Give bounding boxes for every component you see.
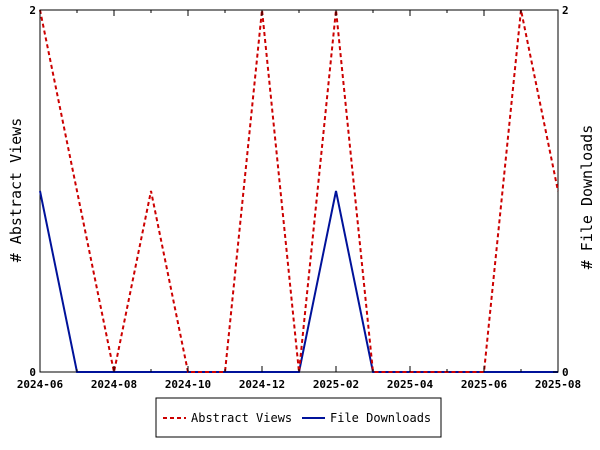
- y-left-tick-label: 2: [29, 4, 36, 17]
- x-tick-label: 2025-04: [387, 378, 434, 391]
- y-axis-left-title: # Abstract Views: [7, 118, 25, 263]
- axis-ticks: [39, 9, 559, 373]
- y-axis-right-title: # File Downloads: [578, 125, 596, 270]
- x-tick-label: 2024-10: [165, 378, 211, 391]
- y-right-tick-label: 0: [562, 366, 569, 379]
- plot-frame: [39, 9, 559, 373]
- x-tick-label: 2024-06: [17, 378, 64, 391]
- x-tick-label: 2025-02: [313, 378, 359, 391]
- x-tick-label: 2024-08: [91, 378, 137, 391]
- x-tick-label: 2025-06: [461, 378, 508, 391]
- legend-label-abstract-views: Abstract Views: [191, 411, 292, 425]
- x-tick-label: 2025-08: [535, 378, 581, 391]
- legend: Abstract Views File Downloads: [155, 397, 442, 438]
- x-tick-label: 2024-12: [239, 378, 285, 391]
- plot-area: [39, 9, 559, 373]
- legend-box: [155, 397, 442, 438]
- axis-labels: 2024-06 2024-08 2024-10 2024-12 2025-02 2025-…: [17, 4, 581, 391]
- y-left-tick-label: 0: [29, 366, 36, 379]
- legend-label-file-downloads: File Downloads: [330, 411, 431, 425]
- y-right-tick-label: 2: [562, 4, 569, 17]
